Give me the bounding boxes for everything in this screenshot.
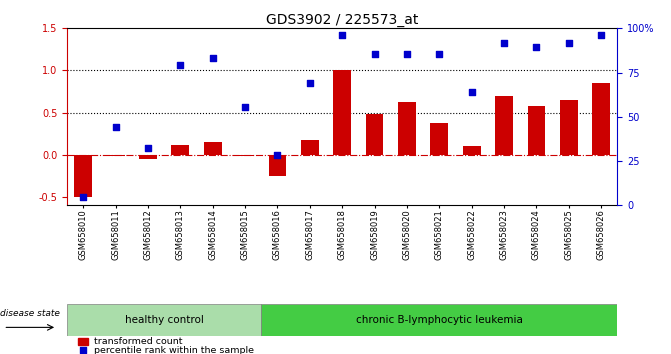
Point bbox=[175, 62, 186, 67]
Bar bbox=[463, 146, 480, 155]
Bar bbox=[527, 106, 546, 155]
Point bbox=[240, 104, 250, 109]
Text: transformed count: transformed count bbox=[93, 337, 182, 346]
Bar bbox=[268, 155, 287, 176]
Bar bbox=[139, 155, 157, 159]
Point bbox=[401, 51, 412, 56]
Point bbox=[337, 32, 348, 38]
Title: GDS3902 / 225573_at: GDS3902 / 225573_at bbox=[266, 13, 419, 27]
Point bbox=[596, 32, 607, 38]
Point bbox=[78, 194, 89, 200]
Point bbox=[272, 152, 283, 158]
Text: percentile rank within the sample: percentile rank within the sample bbox=[93, 346, 254, 354]
Point bbox=[499, 41, 509, 46]
Bar bbox=[261, 304, 617, 336]
Bar bbox=[107, 155, 125, 156]
Bar bbox=[74, 155, 92, 197]
Point bbox=[143, 145, 154, 151]
Point bbox=[110, 124, 121, 130]
Point bbox=[305, 80, 315, 86]
Point bbox=[531, 44, 541, 50]
Text: disease state: disease state bbox=[0, 309, 60, 318]
Bar bbox=[398, 103, 416, 155]
Bar bbox=[366, 114, 383, 155]
Point bbox=[369, 51, 380, 56]
Text: chronic B-lymphocytic leukemia: chronic B-lymphocytic leukemia bbox=[356, 315, 523, 325]
Bar bbox=[204, 142, 221, 155]
Bar bbox=[430, 123, 448, 155]
Bar bbox=[333, 70, 351, 155]
Bar bbox=[560, 100, 578, 155]
Bar bbox=[236, 155, 254, 156]
Point bbox=[466, 89, 477, 95]
Point bbox=[78, 347, 89, 353]
Bar bbox=[301, 141, 319, 155]
Bar bbox=[495, 96, 513, 155]
Bar bbox=[172, 145, 189, 155]
Bar bbox=[78, 338, 88, 345]
Text: healthy control: healthy control bbox=[125, 315, 203, 325]
Point bbox=[434, 51, 445, 56]
Bar bbox=[592, 83, 610, 155]
Bar bbox=[67, 304, 261, 336]
Point bbox=[564, 41, 574, 46]
Point bbox=[207, 55, 218, 61]
